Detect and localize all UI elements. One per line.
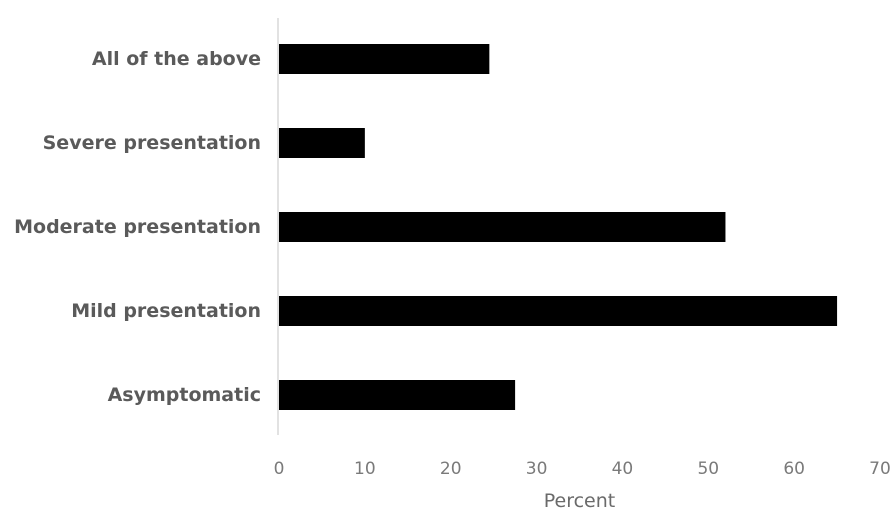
x-axis-title: Percent bbox=[544, 490, 616, 512]
x-tick-label: 40 bbox=[612, 459, 634, 479]
x-tick-label: 10 bbox=[354, 459, 376, 479]
category-label: Asymptomatic bbox=[108, 384, 261, 406]
category-label: Moderate presentation bbox=[14, 216, 261, 238]
x-tick-label: 30 bbox=[526, 459, 548, 479]
x-tick-label: 20 bbox=[440, 459, 462, 479]
category-labels: All of the above Severe presentation Moder… bbox=[14, 48, 261, 406]
x-tick-labels: 0 10 20 30 40 50 60 70 bbox=[274, 459, 891, 479]
category-label: Severe presentation bbox=[43, 132, 261, 154]
x-tick-label: 60 bbox=[783, 459, 805, 479]
category-label: Mild presentation bbox=[71, 300, 261, 322]
bar-asymptomatic bbox=[279, 380, 516, 410]
bar-moderate-presentation bbox=[279, 212, 726, 242]
bar-all-of-the-above bbox=[279, 44, 490, 74]
x-tick-label: 50 bbox=[697, 459, 719, 479]
bars-group bbox=[279, 44, 838, 410]
bar-mild-presentation bbox=[279, 296, 838, 326]
x-tick-label: 0 bbox=[274, 459, 285, 479]
category-label: All of the above bbox=[92, 48, 261, 70]
bar-severe-presentation bbox=[279, 128, 365, 158]
x-tick-label: 70 bbox=[869, 459, 891, 479]
